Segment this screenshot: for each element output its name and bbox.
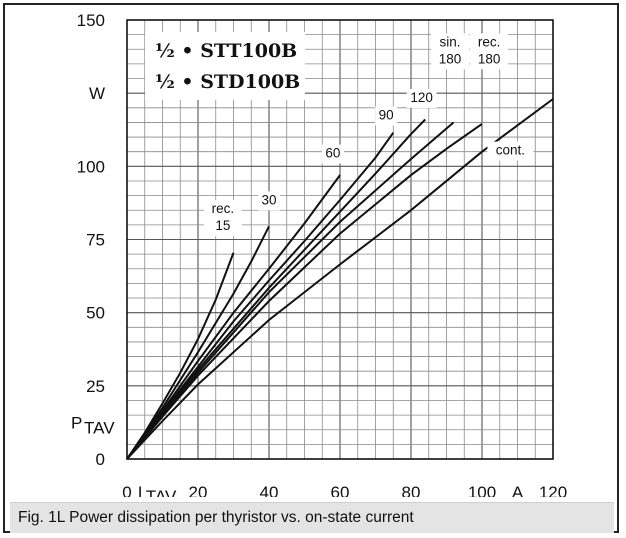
y-tick-label: 75 [86,231,105,250]
x-axis-label-sub: TAV [146,487,177,497]
series-label: 60 [325,146,340,161]
model-label-stt100b: ½ • STT100B [155,40,297,62]
series-label: 90 [379,108,394,123]
y-unit-label: W [89,84,105,103]
series-line-5 [126,118,426,460]
y-tick-label: 150 [77,11,105,30]
x-tick-label: 0 [122,483,131,497]
series-line-7 [126,123,483,460]
caption-text: Fig. 1L Power dissipation per thyristor … [18,509,414,526]
series-label-bg [431,33,470,70]
series-label: 15 [215,218,230,233]
y-axis-label: P [71,413,82,432]
model-label-box [145,32,305,100]
power-dissipation-chart: ½ • STT100B ½ • STD100B rec. 15 30 60 90 120 s… [71,11,567,497]
series-label: rec. [212,201,235,216]
series-label: rec. [478,34,501,49]
series-layer: rec. 15 30 60 90 120 sin. 180 rec. 180 cont. [126,33,554,460]
x-unit-label: A [512,483,524,497]
series-line-4 [126,132,395,460]
series-label: 30 [261,192,276,207]
series-label-bg [375,106,398,126]
x-tick-label: 120 [539,483,567,497]
x-tick-label: 60 [331,483,350,497]
model-label-std100b: ½ • STD100B [155,71,300,93]
series-label: 180 [478,51,501,66]
series-label-bg [321,144,344,164]
x-tick-label: 20 [189,483,208,497]
y-tick-label: 100 [77,157,105,176]
y-tick-label: 50 [86,304,105,323]
series-label-bg [258,191,280,211]
figure-frame: ½ • STT100B ½ • STD100B rec. 15 30 60 90 120 s… [3,3,619,533]
series-label: 120 [410,90,433,105]
y-axis-label-sub: TAV [84,418,115,437]
y-tick-label: 25 [86,377,105,396]
series-label-bg [487,141,534,161]
series-label-bg [470,33,509,70]
series-label-bg [203,200,242,237]
x-tick-label: 100 [468,483,496,497]
x-tick-label: 80 [402,483,421,497]
series-label-bg [406,88,437,108]
grid [127,20,553,459]
model-legend: ½ • STT100B ½ • STD100B [155,40,300,93]
y-tick-label: 0 [96,450,105,469]
series-label: 180 [439,51,462,66]
series-label: sin. [440,34,461,49]
x-tick-label: 40 [260,483,279,497]
plot-border [126,19,554,460]
series-label: cont. [496,143,525,158]
x-axis-label: I [138,483,143,497]
figure-caption: Fig. 1L Power dissipation per thyristor … [10,502,614,533]
series-line-8 [126,98,554,460]
